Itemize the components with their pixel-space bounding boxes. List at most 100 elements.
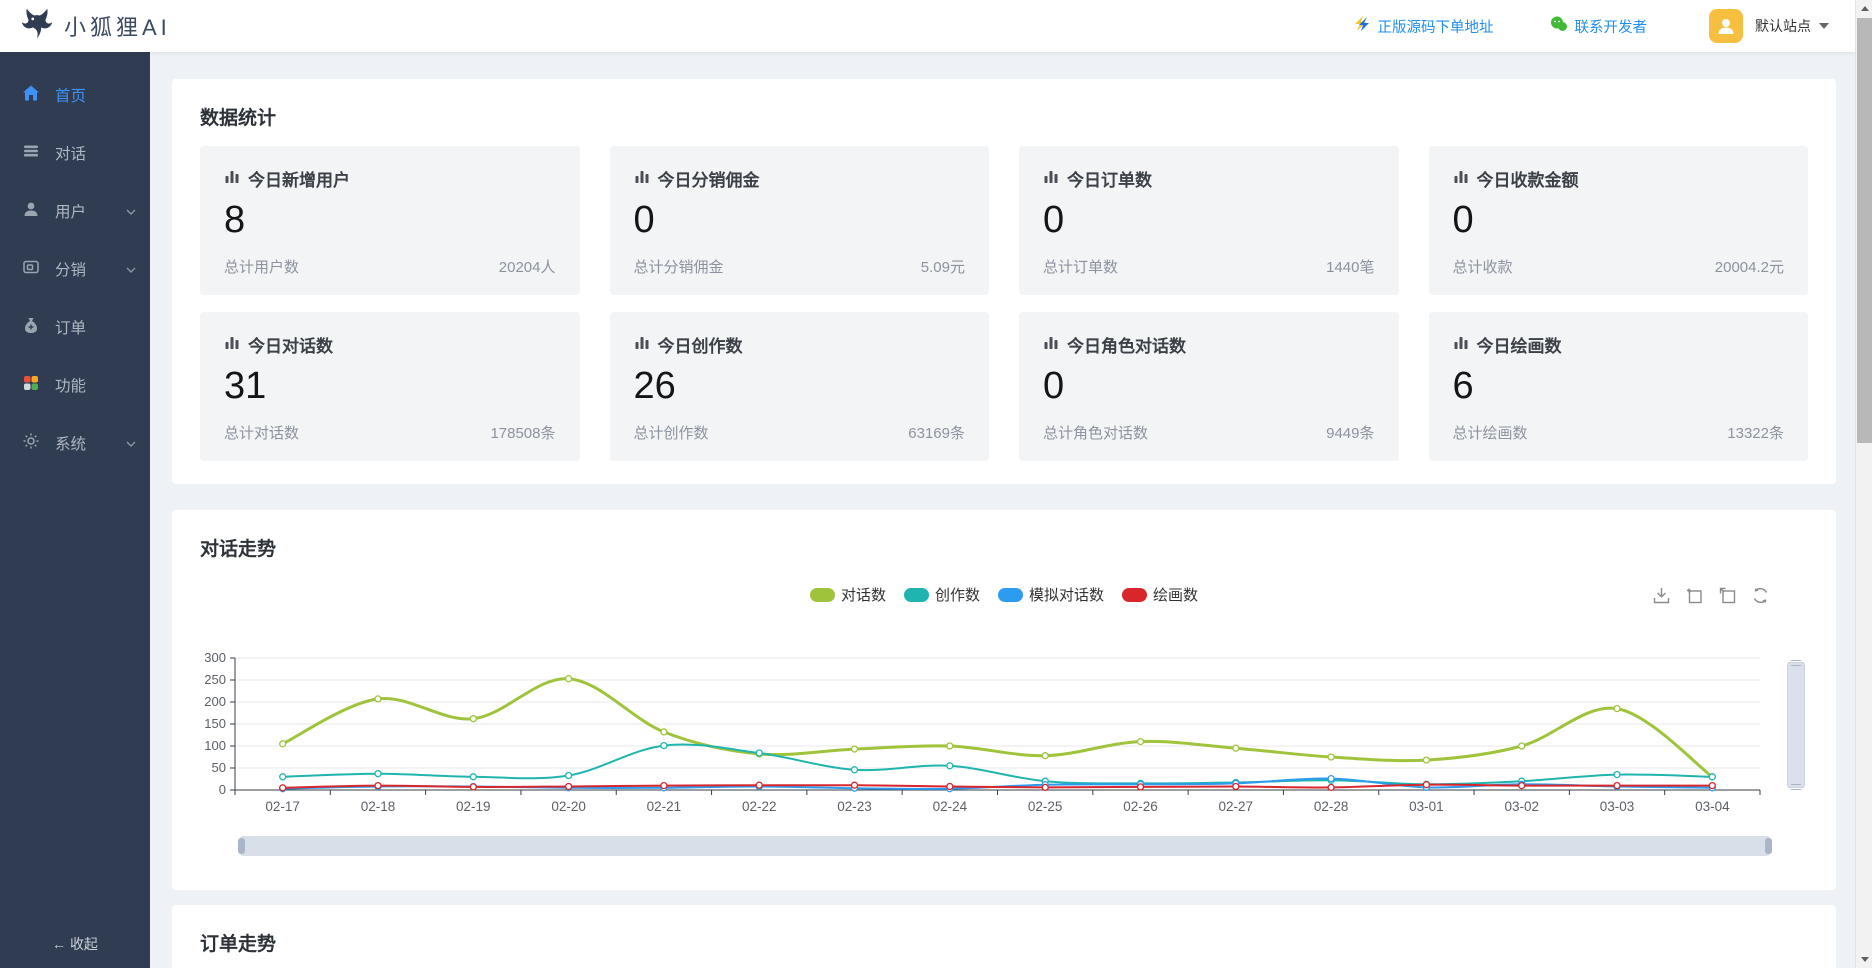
stat-card: 今日收款金额 0 总计收款 20004.2元	[1428, 146, 1808, 295]
line-chart: 0 50 100 150 200 250 300 02-17 02-18 02-19 02-20 02…	[204, 650, 1761, 814]
zoom-reset-icon[interactable]	[1718, 586, 1737, 610]
sidebar-item-home[interactable]: 首页	[0, 66, 150, 124]
svg-text:150: 150	[204, 716, 226, 731]
stat-total-label: 总计对话数	[224, 425, 300, 442]
legend-swatch	[998, 587, 1023, 602]
stat-total-label: 总计订单数	[1043, 259, 1119, 276]
y-axis-datazoom-slider[interactable]	[1787, 660, 1805, 790]
sidebar-item-chat[interactable]: 对话	[0, 124, 150, 182]
svg-text:02-23: 02-23	[837, 799, 872, 814]
site-selector[interactable]: 默认站点	[1709, 9, 1829, 43]
home-icon	[22, 84, 40, 107]
source-order-link[interactable]: 正版源码下单地址	[1353, 15, 1494, 37]
stat-total-value: 1440笔	[1326, 259, 1375, 276]
contact-developer-link[interactable]: 联系开发者	[1550, 15, 1648, 37]
sidebar-item-label: 用户	[55, 204, 87, 221]
app-title: 小狐狸AI	[64, 15, 171, 40]
chart-toolbox	[1652, 586, 1770, 610]
stat-card-footer: 总计绘画数 13322条	[1453, 422, 1785, 443]
svg-text:250: 250	[204, 672, 226, 687]
svg-text:02-27: 02-27	[1219, 799, 1254, 814]
datazoom-right-handle[interactable]	[1765, 838, 1772, 854]
data-zoom-icon[interactable]	[1685, 586, 1704, 610]
page-scrollbar	[1855, 0, 1872, 968]
sidebar-item-label: 首页	[55, 88, 87, 105]
svg-text:02-17: 02-17	[265, 799, 300, 814]
stat-card-header: 今日新增用户	[224, 166, 556, 191]
stat-total-label: 总计收款	[1452, 259, 1513, 276]
sidebar-item-label: 对话	[55, 146, 87, 163]
sidebar-collapse-button[interactable]: ← 收起	[0, 934, 150, 954]
legend-item-creations[interactable]: 创作数	[903, 584, 980, 605]
fox-logo-icon	[20, 7, 54, 46]
user-icon	[22, 200, 40, 223]
list-icon	[22, 142, 40, 165]
sidebar-item-distribution[interactable]: 分销	[0, 240, 150, 298]
scrollbar-down-arrow[interactable]	[1856, 951, 1872, 968]
datazoom-left-handle[interactable]	[238, 838, 245, 854]
sidebar-item-orders[interactable]: 订单	[0, 298, 150, 356]
bar-chart-icon	[634, 168, 650, 189]
save-image-icon[interactable]	[1652, 586, 1671, 610]
stat-card-header: 今日收款金额	[1453, 166, 1785, 191]
stat-card-title: 今日新增用户	[248, 171, 350, 190]
stat-card-footer: 总计用户数 20204人	[224, 256, 556, 277]
legend-label: 绘画数	[1153, 587, 1199, 604]
scrollbar-thumb[interactable]	[1857, 18, 1872, 443]
stat-card: 今日角色对话数 0 总计角色对话数 9449条	[1019, 312, 1399, 461]
order-trend-title: 订单走势	[200, 934, 277, 955]
stat-card-header: 今日订单数	[1043, 166, 1375, 191]
contact-developer-label: 联系开发者	[1574, 19, 1648, 36]
svg-text:03-01: 03-01	[1409, 799, 1444, 814]
stat-card-header: 今日绘画数	[1453, 332, 1785, 357]
legend-label: 模拟对话数	[1029, 587, 1105, 604]
legend-label: 创作数	[934, 587, 980, 604]
stat-card-footer: 总计收款 20004.2元	[1453, 256, 1785, 277]
legend-item-simulated-dialogues[interactable]: 模拟对话数	[998, 584, 1104, 605]
wechat-icon	[1550, 15, 1568, 37]
svg-text:200: 200	[204, 694, 226, 709]
triangle-down-icon	[1860, 957, 1869, 962]
sidebar-item-users[interactable]: 用户	[0, 182, 150, 240]
x-axis-datazoom-slider[interactable]	[238, 836, 1772, 856]
lightning-icon	[1353, 15, 1371, 37]
bar-chart-icon	[634, 334, 650, 355]
stat-card-title: 今日绘画数	[1476, 337, 1562, 356]
legend-label: 对话数	[840, 587, 886, 604]
sidebar-menu: 首页 对话 用户 分销	[0, 52, 150, 472]
legend-swatch	[1122, 587, 1148, 602]
order-trend-panel: 订单走势	[172, 905, 1836, 968]
chevron-down-icon	[126, 260, 136, 278]
stat-card-footer: 总计订单数 1440笔	[1043, 256, 1375, 277]
refresh-icon[interactable]	[1751, 586, 1770, 610]
stat-card-header: 今日创作数	[634, 332, 966, 357]
stat-card: 今日绘画数 6 总计绘画数 13322条	[1428, 312, 1808, 461]
stat-card-header: 今日分销佣金	[634, 166, 966, 191]
stat-total-label: 总计分销佣金	[633, 259, 724, 276]
svg-text:02-19: 02-19	[456, 799, 491, 814]
scrollbar-up-arrow[interactable]	[1856, 0, 1872, 17]
chart-legend: 对话数 创作数 模拟对话数 绘画数	[172, 584, 1836, 605]
stat-card: 今日新增用户 8 总计用户数 20204人	[200, 146, 580, 295]
stat-total-value: 63169条	[908, 425, 965, 442]
stat-total-label: 总计绘画数	[1452, 425, 1528, 442]
svg-text:02-21: 02-21	[647, 799, 682, 814]
source-order-label: 正版源码下单地址	[1377, 19, 1494, 36]
sidebar-item-label: 系统	[55, 436, 87, 453]
chevron-down-icon	[1819, 23, 1829, 29]
stat-card-value: 0	[1043, 365, 1065, 407]
collapse-label: 收起	[69, 936, 98, 952]
site-name: 默认站点	[1755, 18, 1811, 34]
stat-card-value: 26	[633, 365, 676, 407]
sidebar-item-system[interactable]: 系统	[0, 414, 150, 472]
svg-text:02-22: 02-22	[742, 799, 777, 814]
main-content: 数据统计 今日新增用户 8 总计用户数 20204人 今日分销佣金 0 总计分销佣金 5.09…	[150, 52, 1855, 968]
stat-card-footer: 总计分销佣金 5.09元	[634, 256, 966, 277]
legend-item-drawings[interactable]: 绘画数	[1122, 584, 1198, 605]
legend-item-dialogues[interactable]: 对话数	[809, 584, 886, 605]
sidebar-item-features[interactable]: 功能	[0, 356, 150, 414]
money-bag-icon	[22, 316, 40, 339]
svg-text:02-26: 02-26	[1123, 799, 1158, 814]
stat-card-value: 31	[224, 365, 267, 407]
